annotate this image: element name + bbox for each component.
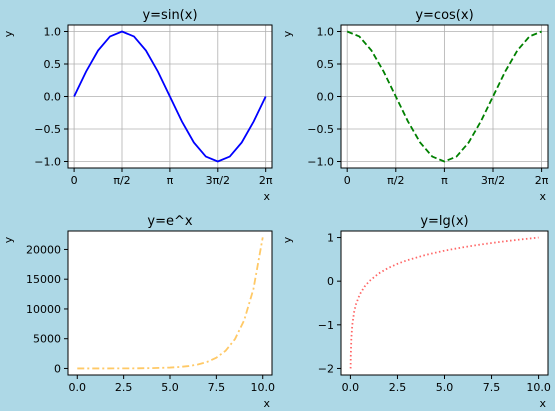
x-tick-label: π bbox=[441, 174, 448, 187]
chart-exp: 0.0 2.5 5.0 7.5 10.0 0 5000 10000 15000 20000 y=e^… bbox=[2, 214, 275, 410]
x-axis-label: x bbox=[263, 397, 270, 410]
y-tick-label: 1.0 bbox=[44, 26, 62, 39]
x-tick-label: 0 bbox=[344, 174, 351, 187]
y-tick-label: 10000 bbox=[26, 303, 61, 316]
plot-area bbox=[341, 231, 548, 375]
series-line bbox=[73, 30, 267, 163]
y-tick-label: 0.5 bbox=[317, 58, 335, 71]
x-tick-label: 0 bbox=[71, 174, 78, 187]
y-axis-label: y bbox=[2, 30, 15, 37]
x-axis-label: x bbox=[539, 190, 546, 203]
series-line bbox=[77, 237, 264, 370]
chart-title: y=lg(x) bbox=[420, 214, 468, 229]
chart-sin: 0 π/2 π 3π/2 2π −1.0 −0.5 0.0 0.5 1.0 y=sin(x) x y bbox=[2, 8, 273, 203]
y-axis-label: y bbox=[2, 236, 15, 243]
chart-title: y=e^x bbox=[147, 214, 192, 229]
x-tick-label: 2.5 bbox=[389, 381, 407, 394]
y-tick-label: 20000 bbox=[26, 243, 61, 256]
x-tick-label: 5.0 bbox=[161, 381, 179, 394]
chart-title: y=cos(x) bbox=[415, 8, 473, 23]
x-tick-label: 0.0 bbox=[69, 381, 87, 394]
x-tick-label: 2.5 bbox=[115, 381, 133, 394]
x-tick-label: 10.0 bbox=[526, 381, 551, 394]
y-tick-label: −0.5 bbox=[34, 123, 61, 136]
x-tick-label: 2π bbox=[535, 174, 549, 187]
plot-area bbox=[68, 231, 272, 375]
y-tick-label: 5000 bbox=[33, 333, 61, 346]
y-tick-label: 0.5 bbox=[44, 58, 62, 71]
x-tick-label: π bbox=[167, 174, 174, 187]
y-tick-label: −1 bbox=[318, 319, 334, 332]
y-axis-label: y bbox=[281, 236, 294, 243]
x-tick-label: 0.0 bbox=[342, 381, 360, 394]
x-tick-label: π/2 bbox=[113, 174, 130, 187]
x-tick-label: 3π/2 bbox=[481, 174, 505, 187]
x-tick-label: 7.5 bbox=[483, 381, 501, 394]
series-line bbox=[349, 236, 539, 369]
y-tick-label: 15000 bbox=[26, 273, 61, 286]
y-tick-label: 0 bbox=[327, 275, 334, 288]
chart-title: y=sin(x) bbox=[142, 8, 197, 23]
x-tick-label: π/2 bbox=[387, 174, 404, 187]
y-tick-label: 1 bbox=[327, 232, 334, 245]
x-axis-label: x bbox=[539, 397, 546, 410]
x-tick-label: 10.0 bbox=[250, 381, 275, 394]
y-tick-label: −1.0 bbox=[307, 156, 334, 169]
x-axis-label: x bbox=[263, 190, 270, 203]
y-tick-label: 0 bbox=[54, 362, 61, 375]
y-tick-label: 0.0 bbox=[317, 91, 335, 104]
y-tick-label: −2 bbox=[318, 362, 334, 375]
y-tick-label: 1.0 bbox=[317, 26, 335, 39]
x-tick-label: 5.0 bbox=[436, 381, 454, 394]
y-tick-label: −1.0 bbox=[34, 156, 61, 169]
chart-lg: 0.0 2.5 5.0 7.5 10.0 −2 −1 0 1 y=lg(x) x y bbox=[281, 214, 551, 410]
chart-cos: 0 π/2 π 3π/2 2π −1.0 −0.5 0.0 0.5 1.0 y=cos(x) x y bbox=[281, 8, 549, 203]
y-tick-label: −0.5 bbox=[307, 123, 334, 136]
x-tick-label: 7.5 bbox=[208, 381, 226, 394]
y-tick-label: 0.0 bbox=[44, 91, 62, 104]
y-axis-label: y bbox=[281, 30, 294, 37]
series-line bbox=[346, 30, 542, 163]
x-tick-label: 3π/2 bbox=[206, 174, 230, 187]
x-tick-label: 2π bbox=[259, 174, 273, 187]
